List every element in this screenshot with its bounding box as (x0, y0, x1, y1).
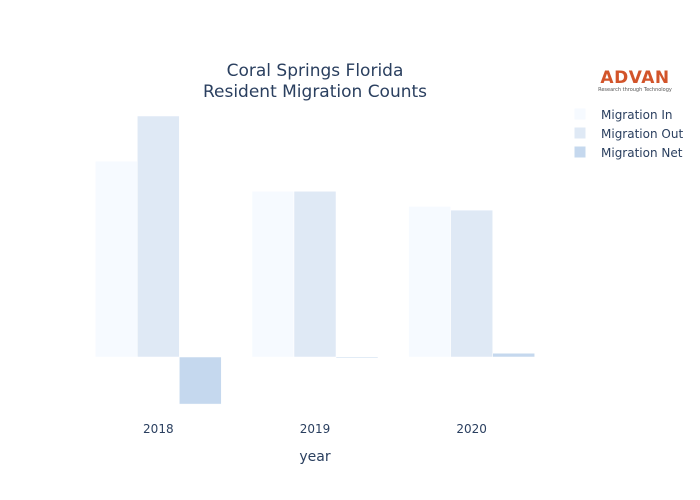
legend-label: Migration In (601, 108, 673, 122)
advan-logo: ADVAN Research through Technology (598, 68, 672, 93)
chart-title: Coral Springs Florida (227, 61, 404, 81)
bar-migration-out-2019 (293, 191, 337, 358)
legend-swatch (573, 107, 587, 121)
x-tick-label: 2019 (300, 422, 331, 436)
x-axis-title: year (299, 449, 330, 465)
legend-label: Migration Net (601, 146, 683, 160)
legend-item-migration-out[interactable]: Migration Out (573, 126, 683, 141)
bar-migration-in-2019 (251, 191, 295, 358)
logo-tagline: Research through Technology (598, 87, 672, 93)
bar-migration-in-2020 (408, 206, 451, 358)
legend-label: Migration Out (601, 127, 683, 141)
plot-area (95, 115, 535, 405)
legend: Migration In Migration Out Migration Net (573, 107, 683, 160)
bar-migration-out-2018 (137, 115, 180, 358)
logo-wordmark: ADVAN (600, 68, 669, 88)
bar-migration-net-2018 (179, 356, 222, 405)
legend-swatch (573, 126, 587, 140)
x-tick-label: 2020 (456, 422, 487, 436)
x-axis-ticks: 2018 2019 2020 (143, 422, 487, 436)
bar-migration-net-2019 (335, 356, 379, 359)
bar-migration-out-2020 (450, 209, 493, 358)
bar-migration-net-2020 (492, 352, 535, 358)
chart-subtitle: Resident Migration Counts (203, 82, 427, 102)
bar-migration-in-2018 (95, 160, 138, 358)
legend-item-migration-in[interactable]: Migration In (573, 107, 673, 122)
legend-swatch (573, 145, 587, 159)
x-tick-label: 2018 (143, 422, 174, 436)
legend-item-migration-net[interactable]: Migration Net (573, 145, 683, 160)
